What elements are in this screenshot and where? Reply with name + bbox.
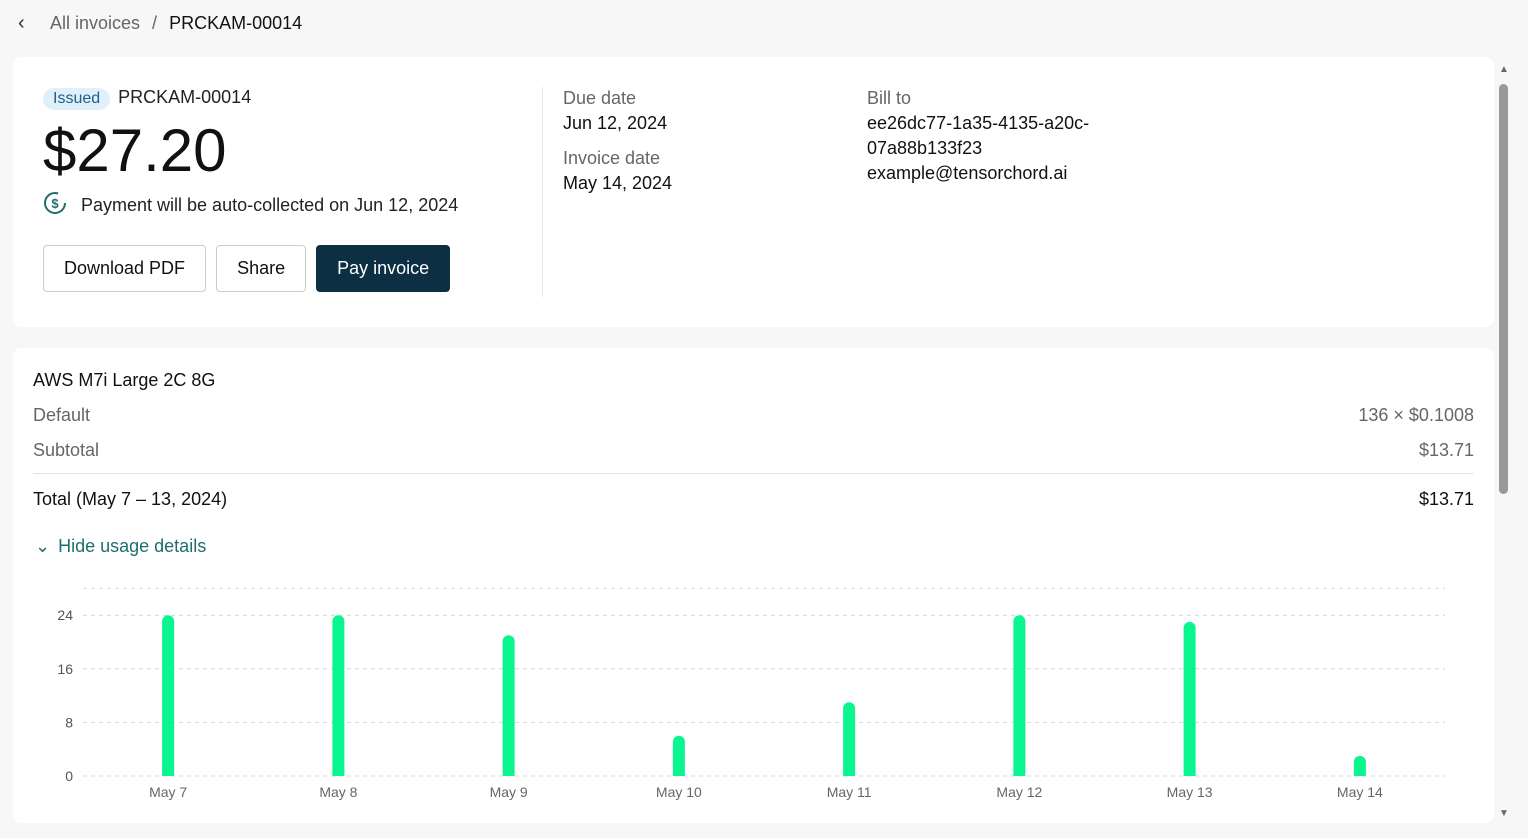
breadcrumb: ‹ All invoices / PRCKAM-00014 (18, 12, 302, 35)
bar-may-9 (502, 635, 515, 776)
y-tick-label: 24 (57, 607, 73, 623)
total-label: Total (May 7 – 13, 2024) (33, 489, 228, 509)
pay-invoice-button[interactable]: Pay invoice (316, 245, 451, 292)
x-tick-label: May 14 (1337, 784, 1383, 800)
scrollbar-thumb[interactable] (1499, 84, 1508, 494)
line-items-card: AWS M7i Large 2C 8G Default 136 × $0.1008… (13, 348, 1494, 823)
download-pdf-button[interactable]: Download PDF (43, 245, 207, 292)
bill-to-id-cont: 07a88b133f23 (867, 138, 983, 158)
bar-base (1013, 770, 1026, 776)
x-tick-label: May 12 (996, 784, 1042, 800)
invoice-amount: $27.20 (43, 117, 227, 184)
chevron-down-icon: ⌄ (35, 536, 51, 556)
y-tick-label: 16 (57, 661, 73, 677)
subtotal-value: $13.71 (1418, 440, 1474, 460)
bill-to-email: example@tensorchord.ai (867, 163, 1068, 183)
bar-may-7 (162, 615, 175, 776)
y-tick-label: 8 (65, 714, 73, 730)
toggle-label: Hide usage details (58, 536, 207, 556)
divider (542, 87, 543, 297)
invoice-date: May 14, 2024 (563, 173, 673, 193)
bar-base (1353, 770, 1366, 776)
usage-chart: 0 8 16 24 May 7 May 8 May 9 May 10 May 11 May 12 M… (57, 587, 1445, 800)
hide-usage-details-toggle[interactable]: ⌄ Hide usage details (35, 536, 206, 557)
invoice-number: PRCKAM-00014 (118, 87, 252, 107)
qty-price: 136 × $0.1008 (1358, 405, 1474, 425)
bar-base (502, 770, 515, 776)
invoice-summary-card: Issued PRCKAM-00014 $27.20 $ Payment will … (13, 57, 1494, 327)
total-value: $13.71 (1418, 489, 1474, 509)
x-tick-label: May 9 (490, 784, 528, 800)
x-tick-label: May 10 (656, 784, 702, 800)
svg-text:$: $ (51, 196, 59, 211)
scroll-down-icon[interactable]: ▼ (1499, 808, 1509, 819)
bar-may-10 (672, 735, 685, 776)
bill-to-id: ee26dc77-1a35-4135-a20c- (867, 113, 1090, 133)
due-date: Jun 12, 2024 (563, 113, 668, 133)
auto-collect-text: Payment will be auto-collected on Jun 12… (81, 195, 459, 215)
bar-base (843, 770, 856, 776)
status-badge: Issued (43, 88, 111, 110)
bar-base (672, 770, 685, 776)
subtotal-label: Subtotal (33, 440, 100, 460)
scrollbar[interactable]: ▲ ▼ (1498, 64, 1510, 819)
y-tick-label: 0 (65, 768, 73, 784)
divider (33, 473, 1474, 474)
x-tick-label: May 7 (149, 784, 187, 800)
plan-name: Default (33, 405, 91, 425)
x-tick-label: May 8 (319, 784, 357, 800)
bar-may-11 (843, 702, 856, 776)
bar-may-12 (1013, 615, 1026, 776)
due-date-label: Due date (563, 88, 637, 108)
bill-to-label: Bill to (867, 88, 912, 108)
bar-may-13 (1183, 621, 1196, 776)
share-button[interactable]: Share (216, 245, 307, 292)
invoice-date-label: Invoice date (563, 148, 661, 168)
bar-base (162, 770, 175, 776)
bar-base (1183, 770, 1196, 776)
breadcrumb-all-invoices[interactable]: All invoices (50, 13, 141, 33)
x-tick-label: May 13 (1167, 784, 1213, 800)
bar-base (332, 770, 345, 776)
x-tick-label: May 11 (827, 784, 872, 800)
auto-collect-icon: $ (43, 190, 69, 221)
bar-may-8 (332, 615, 345, 776)
product-name: AWS M7i Large 2C 8G (33, 370, 216, 390)
breadcrumb-current: PRCKAM-00014 (169, 13, 303, 33)
breadcrumb-separator: / (152, 13, 158, 33)
scroll-up-icon[interactable]: ▲ (1499, 64, 1509, 75)
back-chevron-icon[interactable]: ‹ (18, 12, 25, 34)
